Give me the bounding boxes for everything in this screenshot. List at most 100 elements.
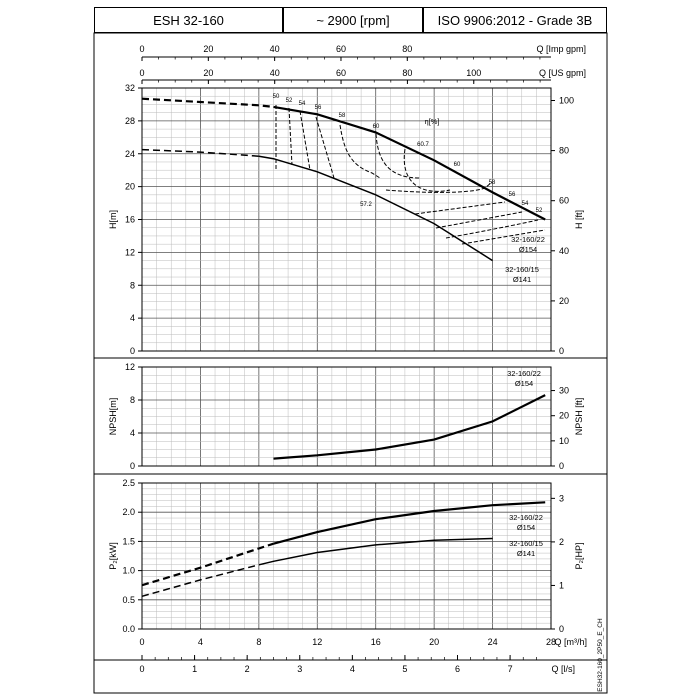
us-gpm-tick-label: 100 [466, 68, 481, 78]
y-tick-label: 8 [130, 395, 135, 405]
ls-tick-label: 1 [192, 664, 197, 674]
y2-tick-label: 80 [559, 146, 569, 156]
npsh-curve-154 [273, 394, 546, 460]
efficiency-isoline [414, 201, 506, 215]
y2-tick-label: 100 [559, 95, 574, 105]
curve-label-141: 32-160/15 [505, 265, 539, 274]
power-curve-label-154: 32-160/22 [509, 513, 543, 522]
x-tick-label: 20 [429, 637, 439, 647]
plot-border [141, 366, 552, 467]
imp-gpm-tick-label: 0 [139, 44, 144, 54]
ls-tick-label: 3 [297, 664, 302, 674]
y2-tick-label: 20 [559, 296, 569, 306]
y-tick-label: 4 [130, 313, 135, 323]
efficiency-label: 57.2 [360, 202, 372, 208]
y2-axis-title: P₂[HP] [574, 543, 584, 570]
ls-tick-label: 4 [350, 664, 355, 674]
us-gpm-axis-title: Q [US gpm] [539, 68, 586, 78]
y-tick-label: 1.0 [122, 566, 135, 576]
efficiency-isoline [315, 116, 335, 179]
x-tick-label: 24 [488, 637, 498, 647]
efficiency-label: 56 [509, 192, 516, 198]
y2-tick-label: 10 [559, 436, 569, 446]
efficiency-isoline [445, 219, 539, 239]
y-tick-label: 32 [125, 83, 135, 93]
y-tick-label: 12 [125, 247, 135, 257]
plot-border [141, 482, 552, 630]
ls-tick-label: 0 [139, 664, 144, 674]
efficiency-label: 58 [489, 180, 496, 186]
curve-label-154-dia: Ø154 [519, 245, 537, 254]
efficiency-isoline [375, 133, 421, 179]
ls-axis-title: Q [l/s] [551, 664, 575, 674]
y2-tick-label: 30 [559, 386, 569, 396]
ls-tick-label: 5 [402, 664, 407, 674]
y2-tick-label: 20 [559, 411, 569, 421]
y-tick-label: 0 [130, 461, 135, 471]
drawing-code: ESH32-160_2P50_E_CH [597, 618, 604, 692]
efficiency-label: 54 [299, 101, 306, 107]
efficiency-label: 60.7 [417, 142, 429, 148]
power-curve-label-154-dia: Ø154 [517, 523, 535, 532]
efficiency-label: 54 [522, 201, 529, 207]
us-gpm-tick-label: 0 [139, 68, 144, 78]
npsh-curve-label-dia: Ø154 [515, 379, 533, 388]
us-gpm-tick-label: 40 [270, 68, 280, 78]
imp-gpm-tick-label: 80 [402, 44, 412, 54]
ls-tick-label: 2 [245, 664, 250, 674]
outer-frame [93, 32, 608, 694]
efficiency-axis-label: η[%] [424, 117, 439, 126]
y2-tick-label: 40 [559, 246, 569, 256]
y-axis-title: P₂[kW] [108, 542, 118, 570]
power-curve-154 [273, 501, 546, 545]
efficiency-label: 60 [373, 124, 380, 130]
y-tick-label: 2.0 [122, 507, 135, 517]
head-curve-154 [273, 105, 546, 221]
power-curve-141-dashed [141, 564, 260, 598]
curve-label-154: 32-160/22 [511, 235, 545, 244]
us-gpm-tick-label: 80 [402, 68, 412, 78]
x-tick-label: 0 [139, 637, 144, 647]
efficiency-isoline [385, 181, 493, 193]
y2-tick-label: 2 [559, 537, 564, 547]
imp-gpm-tick-label: 40 [270, 44, 280, 54]
efficiency-isoline [288, 107, 293, 166]
grid [141, 87, 552, 352]
efficiency-isoline [339, 124, 381, 179]
y2-tick-label: 3 [559, 493, 564, 503]
x-tick-label: 8 [256, 637, 261, 647]
x-tick-label: 28 [546, 637, 556, 647]
efficiency-isoline [403, 148, 451, 192]
us-gpm-tick-label: 20 [203, 68, 213, 78]
y2-axis-title: H [ft] [574, 210, 584, 229]
y-tick-label: 0.5 [122, 595, 135, 605]
y-tick-label: 4 [130, 428, 135, 438]
head-curve-141 [258, 155, 494, 262]
efficiency-isoline [299, 110, 311, 171]
y2-axis-title: NPSH [ft] [574, 398, 584, 436]
x-tick-label: 12 [312, 637, 322, 647]
x-axis-title: Q [m³/h] [554, 637, 587, 647]
efficiency-label: 52 [536, 208, 543, 214]
efficiency-label: 60 [454, 162, 461, 168]
power-curve-141 [258, 537, 493, 566]
y-axis-title: NPSH[m] [108, 398, 118, 436]
x-tick-label: 16 [371, 637, 381, 647]
y-tick-label: 8 [130, 280, 135, 290]
y-tick-label: 20 [125, 182, 135, 192]
efficiency-label: 50 [273, 94, 280, 100]
efficiency-isoline [461, 229, 546, 245]
imp-gpm-axis-title: Q [Imp gpm] [536, 44, 586, 54]
imp-gpm-tick-label: 60 [336, 44, 346, 54]
y2-tick-label: 60 [559, 196, 569, 206]
y-tick-label: 0 [130, 346, 135, 356]
y2-tick-label: 0 [559, 624, 564, 634]
y-tick-label: 24 [125, 149, 135, 159]
head-curve-154-dashed [141, 97, 274, 108]
imp-gpm-tick-label: 20 [203, 44, 213, 54]
y2-tick-label: 0 [559, 346, 564, 356]
y-tick-label: 0.0 [122, 624, 135, 634]
y-tick-label: 1.5 [122, 536, 135, 546]
